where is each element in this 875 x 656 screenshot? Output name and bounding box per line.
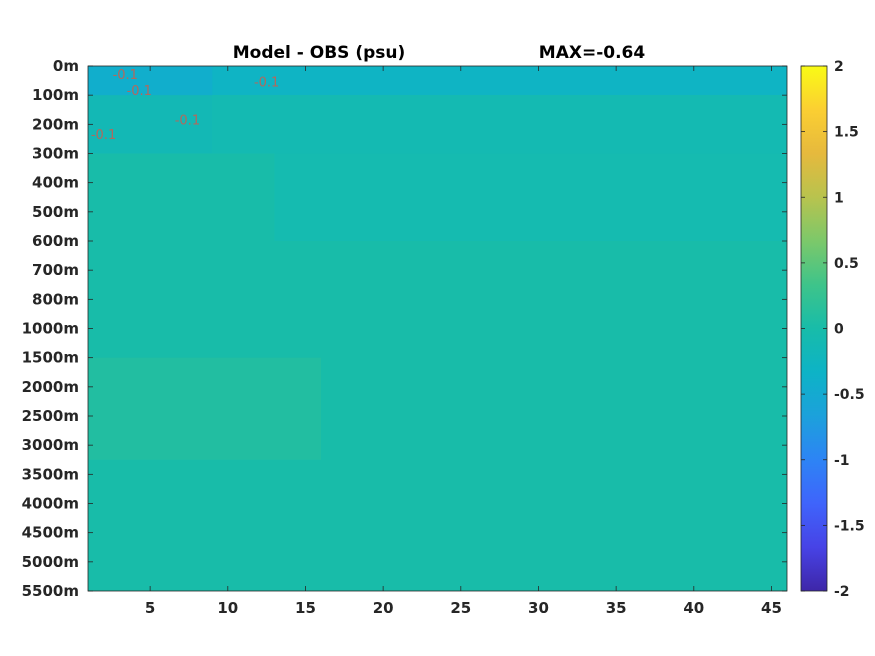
x-tick-label: 40 xyxy=(683,599,704,617)
y-tick-label: 5500m xyxy=(22,582,79,600)
chart-title: Model - OBS (psu) xyxy=(233,43,406,63)
y-tick-label: 3000m xyxy=(22,436,79,454)
y-tick-label: 1000m xyxy=(22,320,79,338)
colorbar-tick-label: 0 xyxy=(834,322,844,338)
heatmap-region-2 xyxy=(88,95,787,154)
colorbar-tick-label: 1 xyxy=(834,190,844,206)
colorbar-tick-label: -1 xyxy=(834,453,850,469)
y-tick-label: 4000m xyxy=(22,495,79,513)
y-tick-label: 5000m xyxy=(22,553,79,571)
x-tick-label: 20 xyxy=(373,599,394,617)
plot-area: -0.1-0.1-0.1-0.1-0.1 xyxy=(87,65,788,592)
colorbar-tick-label: 1.5 xyxy=(834,125,859,141)
x-tick-label: 45 xyxy=(761,599,782,617)
contour-labels: -0.1-0.1-0.1-0.1-0.1 xyxy=(91,68,279,143)
y-tick-label: 800m xyxy=(32,290,79,308)
colorbar-tick-label: -2 xyxy=(834,584,850,600)
x-axis: 5 10 15 20 25 30 35 40 45 xyxy=(145,66,782,617)
y-tick-label: 2500m xyxy=(22,407,79,425)
y-tick-label: 500m xyxy=(32,203,79,221)
y-tick-label: 0m xyxy=(53,57,79,75)
x-tick-label: 25 xyxy=(450,599,471,617)
colorbar-ticks: 2 1.5 1 0.5 0 -0.5 -1 -1.5 -2 xyxy=(801,59,865,600)
y-tick-label: 600m xyxy=(32,232,79,250)
y-tick-label: 2000m xyxy=(22,378,79,396)
y-axis: 0m 100m 200m 300m 400m 500m 600m 700m 800m 1000m 1… xyxy=(22,57,787,600)
contour-label-4: -0.1 xyxy=(175,113,200,128)
y-tick-label: 4500m xyxy=(22,524,79,542)
heatmap-region-3 xyxy=(274,153,787,241)
y-tick-label: 200m xyxy=(32,115,79,133)
chart-subtitle: MAX=-0.64 xyxy=(539,43,646,63)
colorbar-tick-label: -1.5 xyxy=(834,518,865,534)
y-tick-label: 400m xyxy=(32,174,79,192)
contour-label-2: -0.1 xyxy=(254,75,279,90)
x-tick-label: 35 xyxy=(606,599,627,617)
heatmap-regions xyxy=(88,66,787,460)
colorbar-tick-label: -0.5 xyxy=(834,387,865,403)
x-tick-label: 15 xyxy=(295,599,316,617)
y-tick-label: 1500m xyxy=(22,349,79,367)
y-tick-label: 700m xyxy=(32,261,79,279)
y-tick-label: 300m xyxy=(32,145,79,163)
colorbar-tick-label: 2 xyxy=(834,59,844,75)
heatmap-region-4 xyxy=(88,357,321,460)
contour-label-0: -0.1 xyxy=(113,68,138,83)
contour-label-1: -0.1 xyxy=(127,84,152,99)
x-tick-label: 5 xyxy=(145,599,155,617)
colorbar: 2 1.5 1 0.5 0 -0.5 -1 -1.5 -2 xyxy=(800,59,865,600)
x-tick-label: 30 xyxy=(528,599,549,617)
y-tick-label: 3500m xyxy=(22,465,79,483)
colorbar-tick-label: 0.5 xyxy=(834,256,859,272)
y-tick-label: 100m xyxy=(32,86,79,104)
x-tick-label: 10 xyxy=(217,599,238,617)
contour-label-3: -0.1 xyxy=(91,128,116,143)
